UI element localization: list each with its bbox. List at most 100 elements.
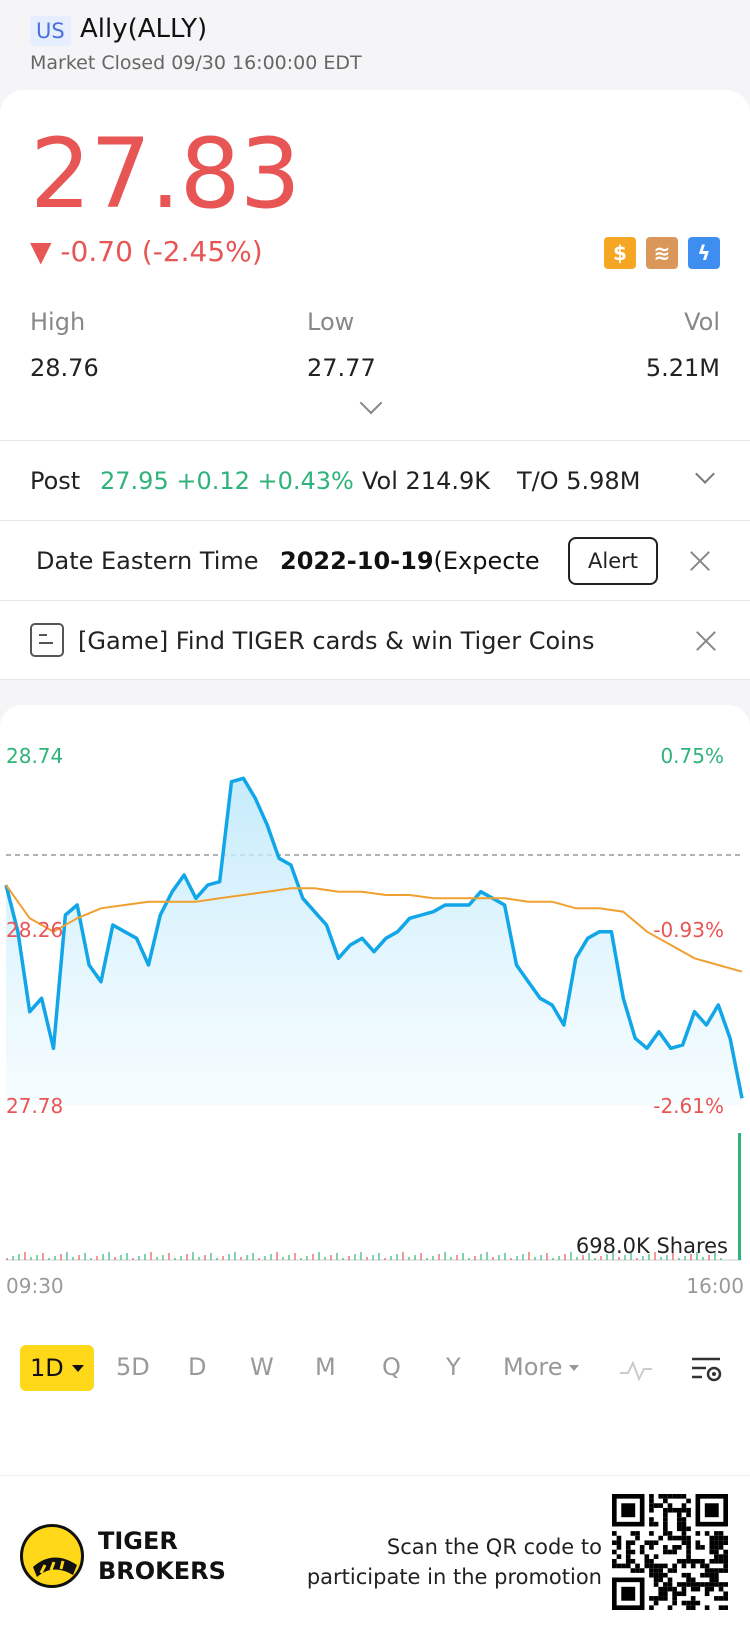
volume-bar	[504, 1253, 506, 1260]
low-value: 27.77	[307, 354, 376, 382]
layers-icon[interactable]: ≋	[646, 237, 678, 269]
expand-stats-chevron-icon[interactable]	[359, 391, 383, 415]
volume-bar	[270, 1254, 272, 1260]
promo-banner[interactable]: [Game] Find TIGER cards & win Tiger Coin…	[0, 600, 750, 680]
volume-bar	[84, 1253, 86, 1260]
volume-bar	[438, 1254, 440, 1260]
avg-price-line	[5, 884, 743, 973]
post-values: 27.95 +0.12 +0.43%	[100, 467, 354, 495]
volume-bar	[102, 1254, 104, 1260]
volume-bar	[366, 1257, 368, 1260]
y-right-tick: -0.93%	[653, 918, 724, 942]
post-label: Post	[30, 467, 81, 495]
volume-bar	[354, 1254, 356, 1260]
volume-bar	[510, 1258, 512, 1260]
volume-bar	[432, 1256, 434, 1260]
timeframe-y[interactable]: Y	[446, 1353, 461, 1381]
promo-text: [Game] Find TIGER cards & win Tiger Coin…	[78, 627, 595, 655]
volume-bar	[672, 1253, 674, 1260]
volume-bar	[498, 1255, 500, 1260]
volume-bar	[456, 1255, 458, 1260]
volume-bar	[372, 1255, 374, 1260]
volume-bar	[138, 1256, 140, 1260]
volume-bar	[636, 1258, 638, 1260]
close-icon[interactable]	[686, 547, 714, 575]
volume-bar	[684, 1256, 686, 1260]
volume-bar	[360, 1252, 362, 1260]
timeframe-q[interactable]: Q	[382, 1353, 401, 1381]
high-label: High	[30, 308, 86, 336]
earnings-suffix: (Expected	[433, 547, 540, 575]
volume-bar	[534, 1257, 536, 1260]
ticker-name: Ally(ALLY)	[80, 14, 208, 44]
volume-bar	[474, 1256, 476, 1260]
volume-bar	[24, 1252, 26, 1260]
volume-bar	[198, 1257, 200, 1260]
timeframe-more[interactable]: More	[503, 1353, 579, 1381]
x-tick: 16:00	[686, 1274, 744, 1298]
volume-bar	[90, 1258, 92, 1260]
volume-bar	[48, 1258, 50, 1260]
timeframe-m[interactable]: M	[315, 1353, 336, 1381]
volume-bar	[66, 1252, 68, 1260]
stock-header: US Ally(ALLY) Market Closed 09/30 16:00:…	[0, 0, 750, 90]
volume-bar	[600, 1256, 602, 1260]
volume-bar	[312, 1254, 314, 1260]
volume-bar	[444, 1252, 446, 1260]
volume-bar	[180, 1256, 182, 1260]
volume-bar	[390, 1256, 392, 1260]
volume-bar	[12, 1256, 14, 1260]
volume-bar	[612, 1252, 614, 1260]
quote-card: 27.83 ▼ -0.70 (-2.45%) $ ≋ ϟ High 28.76 …	[0, 90, 750, 440]
volume-bar	[252, 1253, 254, 1260]
volume-bar	[414, 1255, 416, 1260]
volume-bar	[654, 1252, 656, 1260]
vol-value: 5.21M	[645, 354, 720, 382]
scan-instructions: Scan the QR code to participate in the p…	[307, 1532, 602, 1592]
scan-line-1: Scan the QR code to	[386, 1535, 602, 1559]
volume-bar	[96, 1256, 98, 1260]
y-left-tick: 28.74	[6, 744, 63, 768]
chevron-down-icon[interactable]	[695, 464, 715, 484]
volume-bar	[294, 1253, 296, 1260]
volume-bar	[720, 1258, 722, 1260]
timeframe-1d[interactable]: 1D	[20, 1345, 94, 1391]
alert-button[interactable]: Alert	[568, 537, 658, 585]
volume-bar	[702, 1257, 704, 1260]
chart-settings-icon[interactable]	[690, 1353, 724, 1387]
post-market-row[interactable]: Post 27.95 +0.12 +0.43% Vol 214.9K T/O 5…	[0, 440, 750, 520]
volume-bar	[516, 1256, 518, 1260]
timeframe-w[interactable]: W	[250, 1353, 274, 1381]
timeframe-bar: 1D 5D D W M Q Y More	[0, 1345, 750, 1395]
y-right-tick: 0.75%	[660, 744, 724, 768]
volume-label: 698.0K Shares	[576, 1234, 728, 1258]
volume-bar	[546, 1253, 548, 1260]
volume-bar	[690, 1254, 692, 1260]
y-left-tick: 28.26	[6, 918, 63, 942]
vol-label: Vol	[684, 308, 720, 336]
volume-bar	[582, 1255, 584, 1260]
stat-high: High 28.76	[30, 308, 99, 382]
volume-bar	[570, 1252, 572, 1260]
earnings-date-row: Date Eastern Time 2022-10-19(Expected Al…	[0, 520, 750, 600]
volume-bar	[144, 1254, 146, 1260]
close-icon[interactable]	[692, 627, 720, 655]
indicator-line-icon[interactable]	[618, 1355, 654, 1385]
stat-low: Low 27.77	[307, 308, 376, 382]
volume-bar	[618, 1257, 620, 1260]
volume-bar	[678, 1258, 680, 1260]
dollar-icon[interactable]: $	[604, 237, 636, 269]
flash-icon[interactable]: ϟ	[688, 237, 720, 269]
price-area	[6, 778, 742, 1105]
volume-bar	[282, 1257, 284, 1260]
volume-bar	[408, 1257, 410, 1260]
timeframe-d[interactable]: D	[188, 1353, 207, 1381]
post-turnover: T/O 5.98M	[517, 467, 641, 495]
chart-card: 28.74 28.26 27.78 0.75% -0.93% -2.61% 698.0K S…	[0, 705, 750, 1475]
earnings-date: 2022-10-19(Expected	[280, 547, 540, 575]
timeframe-5d[interactable]: 5D	[116, 1353, 150, 1381]
volume-bar	[396, 1254, 398, 1260]
volume-bar	[258, 1258, 260, 1260]
volume-bar	[696, 1252, 698, 1260]
intraday-chart[interactable]: 28.74 28.26 27.78 0.75% -0.93% -2.61% 698.0K S…	[0, 705, 750, 1335]
